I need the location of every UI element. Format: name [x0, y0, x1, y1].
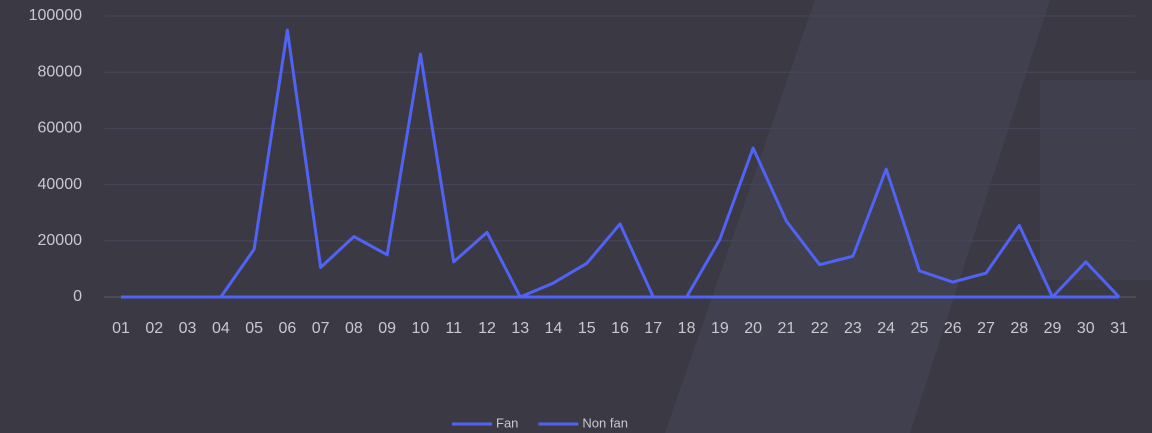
x-tick-label: 07	[312, 320, 330, 337]
x-tick-label: 03	[179, 320, 197, 337]
x-tick-label: 13	[511, 320, 529, 337]
y-tick-label: 100000	[29, 7, 82, 24]
x-tick-label: 27	[977, 320, 995, 337]
y-tick-label: 80000	[38, 63, 83, 80]
x-tick-label: 05	[245, 320, 263, 337]
x-tick-label: 17	[644, 320, 662, 337]
x-tick-label: 08	[345, 320, 363, 337]
x-tick-label: 06	[278, 320, 296, 337]
background-band	[665, 0, 1050, 433]
x-tick-label: 22	[811, 320, 829, 337]
x-tick-label: 04	[212, 320, 230, 337]
y-tick-label: 20000	[38, 232, 83, 249]
x-tick-label: 12	[478, 320, 496, 337]
series-line	[121, 28, 1121, 299]
x-tick-label: 14	[545, 320, 563, 337]
x-tick-label: 25	[911, 320, 929, 337]
x-tick-label: 18	[678, 320, 696, 337]
x-tick-label: 23	[844, 320, 862, 337]
x-tick-label: 30	[1077, 320, 1095, 337]
x-tick-label: 09	[378, 320, 396, 337]
legend-label: Non fan	[582, 415, 628, 430]
x-tick-label: 02	[145, 320, 163, 337]
x-tick-label: 28	[1010, 320, 1028, 337]
y-tick-label: 0	[73, 288, 82, 305]
y-tick-label: 60000	[38, 120, 83, 137]
x-tick-label: 20	[744, 320, 762, 337]
background-band	[1040, 80, 1152, 280]
x-tick-label: 19	[711, 320, 729, 337]
x-tick-label: 15	[578, 320, 596, 337]
legend-label: Fan	[496, 415, 518, 430]
x-tick-label: 26	[944, 320, 962, 337]
x-tick-label: 16	[611, 320, 629, 337]
x-tick-label: 24	[877, 320, 895, 337]
x-tick-label: 31	[1110, 320, 1128, 337]
x-tick-label: 11	[445, 320, 462, 337]
x-tick-label: 29	[1044, 320, 1062, 337]
x-tick-label: 01	[112, 320, 130, 337]
y-tick-label: 40000	[38, 176, 83, 193]
x-tick-label: 21	[777, 320, 795, 337]
x-tick-label: 10	[412, 320, 430, 337]
